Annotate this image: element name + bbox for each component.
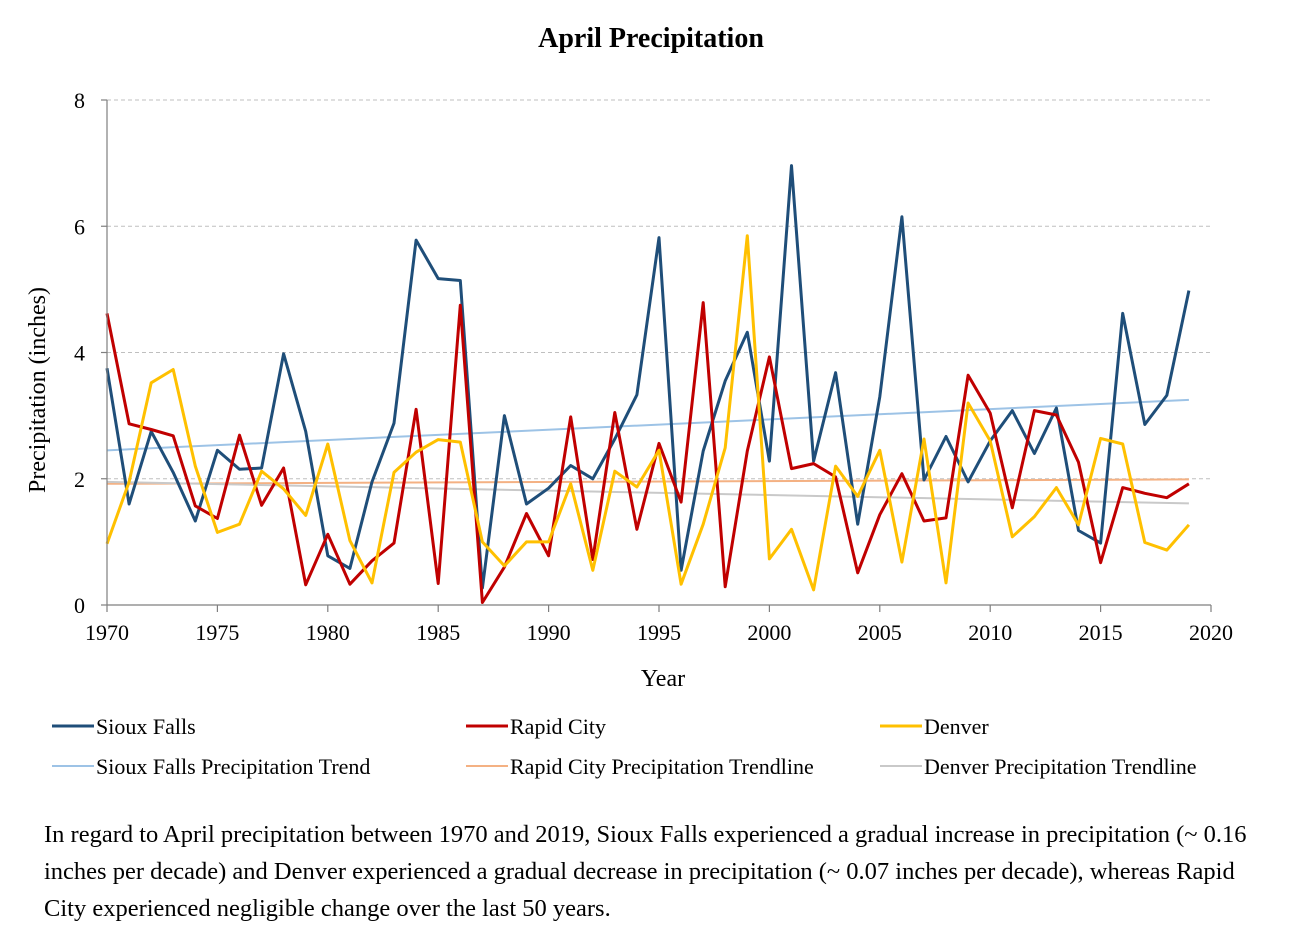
data-series [105,164,1191,604]
y-tick-label: 8 [74,88,85,113]
legend: Sioux Falls Rapid City Denver Sioux Falls P… [52,714,1197,779]
x-tick-label: 1980 [306,620,350,645]
x-tick-label: 1975 [195,620,239,645]
legend-label-sioux-falls-precipitation-trend: Sioux Falls Precipitation Trend [96,754,370,779]
legend-label-rapid-city: Rapid City [510,714,606,739]
legend-label-rapid-city-precipitation-trendline: Rapid City Precipitation Trendline [510,754,814,779]
x-tick-label: 1985 [416,620,460,645]
axes [101,99,1212,612]
x-tick-label: 1995 [637,620,681,645]
x-tick-label: 2010 [968,620,1012,645]
trendline-sioux-falls-precipitation-trend [106,398,1189,452]
y-axis-title: Precipitation (inches) [25,287,51,493]
y-tick-label: 2 [74,467,85,492]
gridlines [107,99,1211,480]
series-line-rapid-city [105,301,1190,604]
legend-label-denver-precipitation-trendline: Denver Precipitation Trendline [924,754,1197,779]
x-tick-label: 1970 [85,620,129,645]
x-tick-labels: 1970 1975 1980 1985 1990 1995 2000 2005 2010 2015… [85,620,1233,645]
x-tick-label: 2005 [858,620,902,645]
y-tick-label: 4 [74,341,85,366]
legend-label-sioux-falls: Sioux Falls [96,714,196,739]
x-tick-label: 2020 [1189,620,1233,645]
y-tick-label: 6 [74,214,85,239]
x-tick-label: 2015 [1079,620,1123,645]
x-tick-label: 2000 [747,620,791,645]
legend-label-denver: Denver [924,714,989,739]
chart-caption: In regard to April precipitation between… [44,821,1247,922]
chart-title: April Precipitation [538,23,764,54]
y-tick-label: 0 [74,593,85,618]
x-tick-label: 1990 [527,620,571,645]
precipitation-chart: April Precipitation 1970 1975 1980 1985 1990… [25,23,1233,779]
series-line-denver [105,234,1191,592]
y-tick-labels: 0 2 4 6 8 [74,88,85,618]
series-line-sioux-falls [105,164,1191,590]
x-axis-title: Year [641,666,685,692]
